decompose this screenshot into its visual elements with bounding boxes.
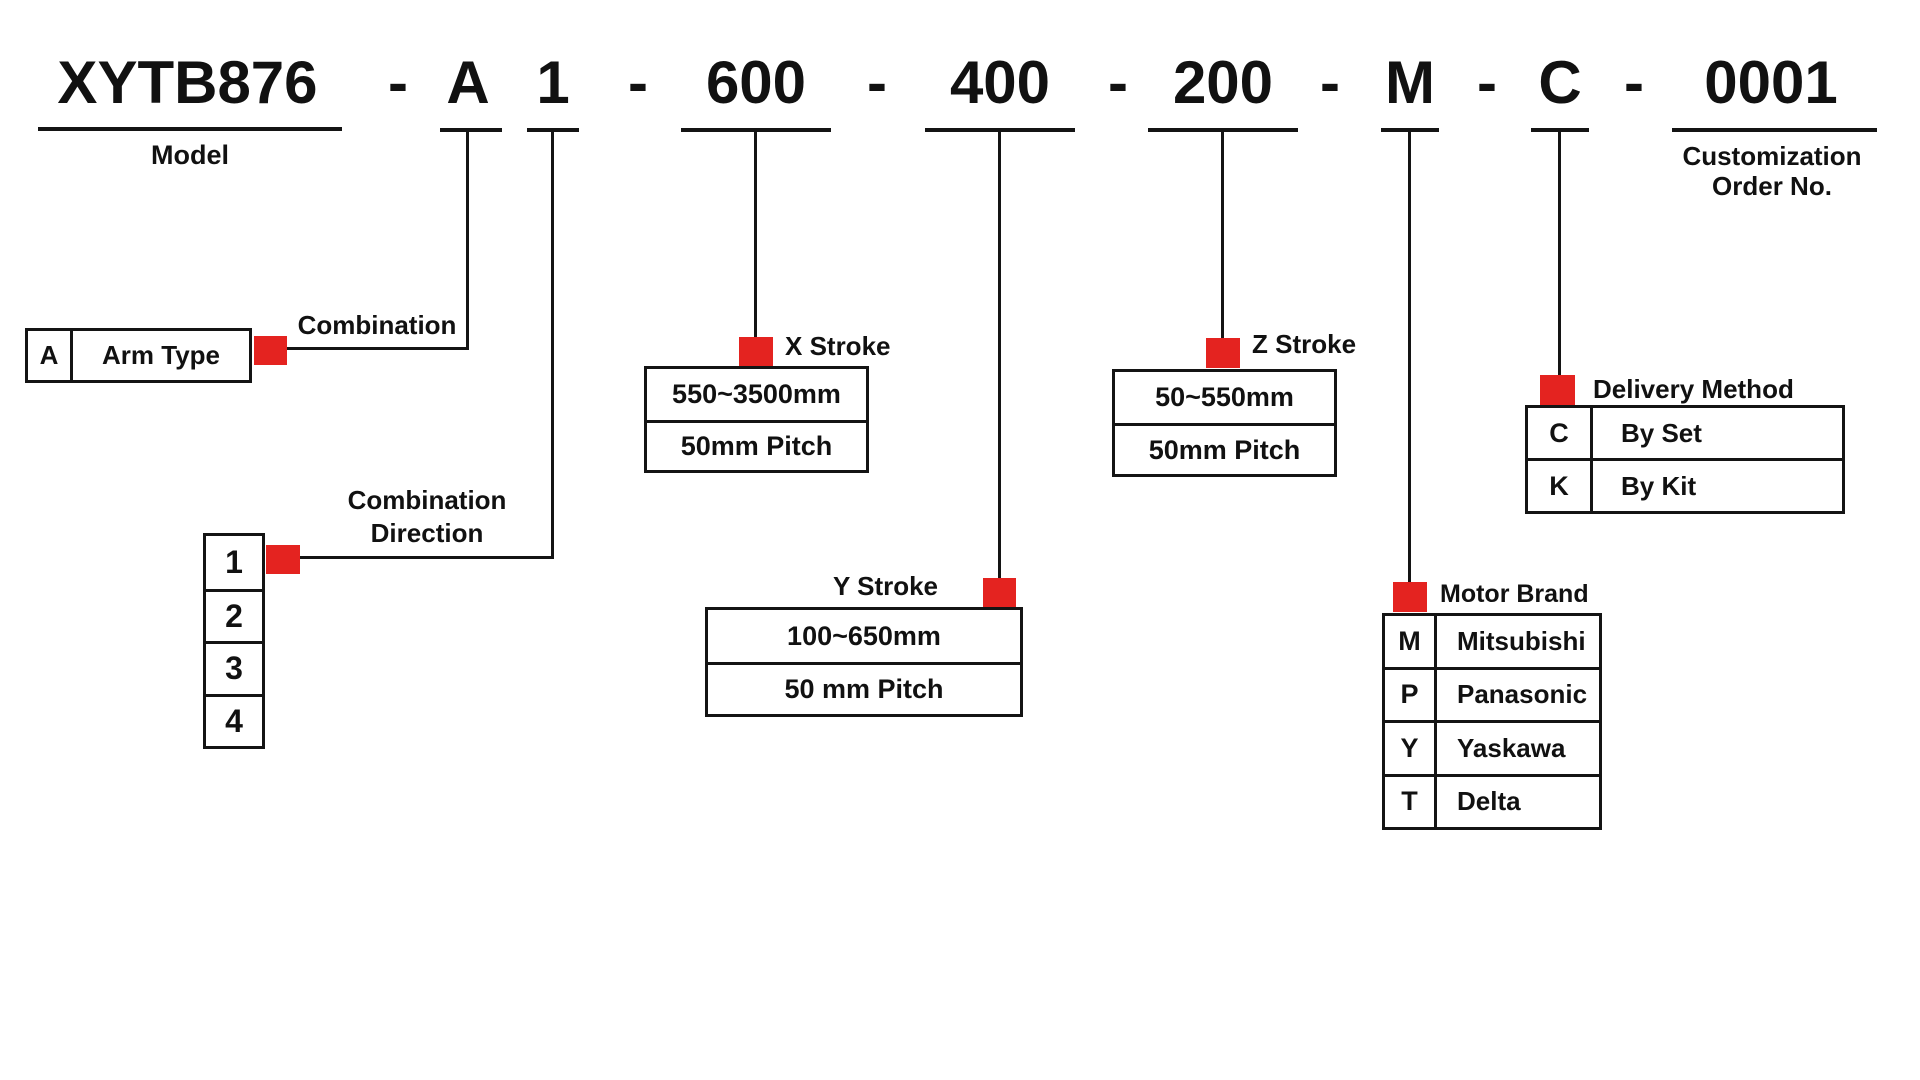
direction-option: 4 — [206, 693, 262, 747]
tbar-arm-type — [440, 128, 502, 132]
connector-direction-hline — [300, 556, 554, 559]
delivery-method-row: K By Kit — [1528, 458, 1842, 511]
delivery-method-value: By Kit — [1621, 470, 1697, 501]
code-dash: - — [867, 49, 887, 116]
model-label: Model — [151, 140, 229, 170]
marker-arm-type — [254, 336, 287, 365]
motor-brand-key: T — [1385, 776, 1437, 827]
motor-brand-value: Panasonic — [1457, 679, 1588, 710]
code-model: XYTB876 — [57, 49, 318, 116]
marker-direction — [266, 545, 300, 574]
code-delivery-method: C — [1538, 49, 1582, 116]
motor-brand-value: Mitsubishi — [1457, 625, 1586, 656]
arm-type-key: A — [28, 331, 73, 380]
x-stroke-pitch: 50mm Pitch — [647, 419, 866, 471]
direction-option: 2 — [206, 588, 262, 642]
connector-y-stroke-vline — [998, 130, 1001, 578]
x-stroke-range: 550~3500mm — [672, 378, 841, 409]
callout-combination-direction-line1: Combination — [347, 485, 507, 515]
code-motor-brand: M — [1385, 49, 1435, 116]
marker-z-stroke — [1206, 338, 1240, 368]
direction-option: 3 — [206, 641, 262, 694]
order-no-label-line2: Order No. — [1712, 171, 1832, 201]
callout-combination-direction: Combination Direction — [302, 484, 552, 550]
motor-brand-value: Delta — [1457, 786, 1521, 817]
connector-z-stroke-vline — [1221, 130, 1224, 338]
y-stroke-pitch: 50 mm Pitch — [708, 662, 1020, 714]
callout-x-stroke: X Stroke — [785, 331, 891, 361]
code-z-stroke: 200 — [1172, 49, 1274, 116]
code-dash: - — [1108, 49, 1128, 116]
motor-brand-row: Y Yaskawa — [1385, 720, 1599, 774]
code-arm-type: A — [446, 49, 490, 116]
marker-motor-brand — [1393, 582, 1427, 612]
marker-x-stroke — [739, 337, 773, 366]
marker-y-stroke — [983, 578, 1016, 607]
code-dash: - — [1320, 49, 1340, 116]
connector-direction-vline — [551, 130, 554, 559]
motor-brand-key: Y — [1385, 723, 1437, 774]
code-order-no: 0001 — [1704, 49, 1838, 116]
marker-delivery-method — [1540, 375, 1575, 405]
code-y-stroke: 400 — [949, 49, 1051, 116]
callout-motor-brand: Motor Brand — [1440, 580, 1589, 608]
code-dash: - — [1624, 49, 1644, 116]
motor-brand-key: P — [1385, 669, 1437, 720]
order-no-underline — [1672, 128, 1877, 132]
x-stroke-box: 550~3500mm 50mm Pitch — [644, 366, 869, 473]
delivery-method-row: C By Set — [1528, 408, 1842, 458]
connector-arm-type-hline — [287, 347, 469, 350]
order-no-label: Customization Order No. — [1647, 141, 1897, 201]
arm-type-box: A Arm Type — [25, 328, 252, 383]
code-dash: - — [628, 49, 648, 116]
direction-options-box: 1 2 3 4 — [203, 533, 265, 749]
motor-brand-row: T Delta — [1385, 773, 1599, 827]
connector-x-stroke-vline — [754, 130, 757, 337]
delivery-method-table: C By Set K By Kit — [1525, 405, 1845, 514]
delivery-method-key: C — [1528, 408, 1593, 458]
y-stroke-range: 100~650mm — [787, 620, 941, 651]
connector-arm-type-vline — [466, 130, 469, 350]
connector-motor-brand-vline — [1408, 130, 1411, 582]
callout-combination-direction-line2: Direction — [370, 518, 484, 548]
code-dash: - — [1477, 49, 1497, 116]
arm-type-value: Arm Type — [102, 340, 220, 370]
motor-brand-table: M Mitsubishi P Panasonic Y Yaskawa T Del… — [1382, 613, 1602, 830]
code-x-stroke: 600 — [705, 49, 807, 116]
callout-z-stroke: Z Stroke — [1252, 329, 1357, 359]
motor-brand-row: P Panasonic — [1385, 666, 1599, 720]
code-dash: - — [388, 49, 408, 116]
motor-brand-row: M Mitsubishi — [1385, 616, 1599, 667]
z-stroke-box: 50~550mm 50mm Pitch — [1112, 369, 1337, 477]
order-no-label-line1: Customization — [1682, 141, 1862, 171]
callout-combination: Combination — [297, 310, 457, 340]
motor-brand-value: Yaskawa — [1457, 732, 1566, 763]
y-stroke-box: 100~650mm 50 mm Pitch — [705, 607, 1023, 717]
direction-option: 1 — [225, 543, 243, 580]
z-stroke-pitch: 50mm Pitch — [1115, 423, 1334, 474]
z-stroke-range: 50~550mm — [1155, 382, 1294, 412]
delivery-method-value: By Set — [1621, 417, 1702, 448]
motor-brand-key: M — [1385, 616, 1437, 667]
code-direction: 1 — [536, 49, 570, 116]
connector-delivery-method-vline — [1558, 130, 1561, 375]
model-underline — [38, 127, 342, 131]
delivery-method-key: K — [1528, 461, 1593, 511]
callout-delivery-method: Delivery Method — [1593, 374, 1794, 404]
callout-y-stroke: Y Stroke — [833, 571, 939, 601]
